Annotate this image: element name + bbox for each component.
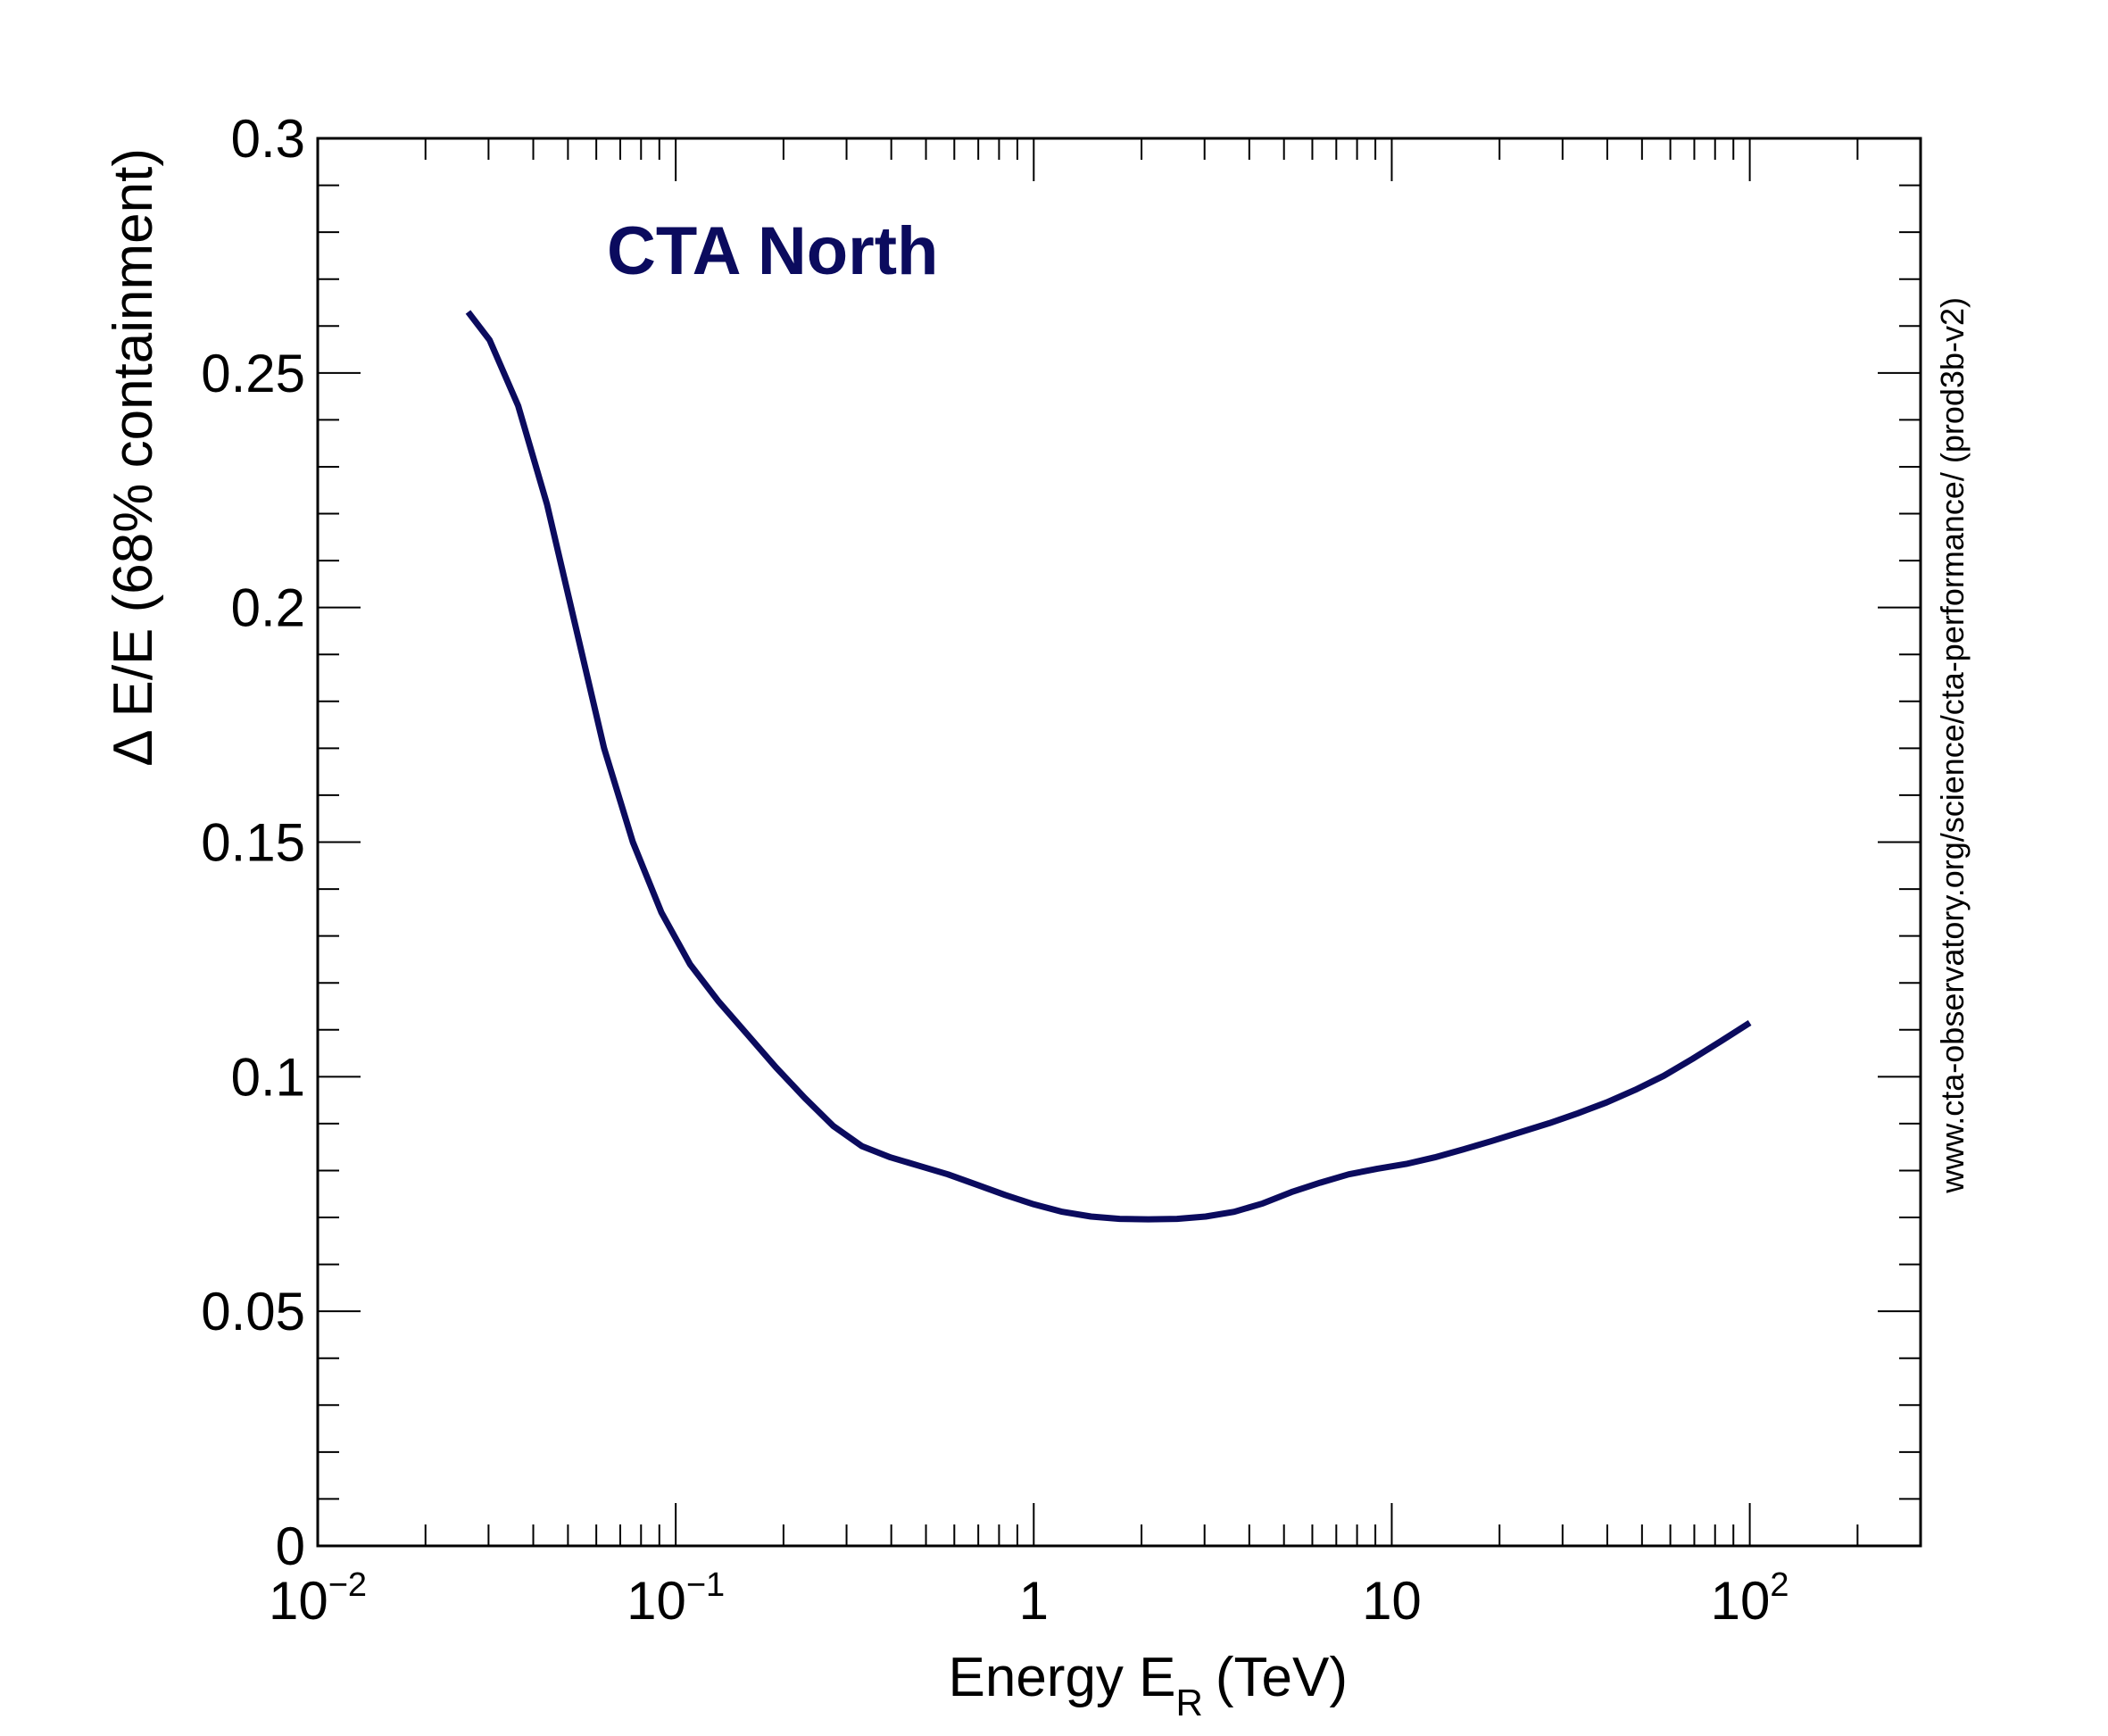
y-tick-label: 0.25 bbox=[201, 344, 305, 403]
y-tick-label: 0.2 bbox=[231, 578, 305, 638]
plot-area bbox=[465, 310, 1752, 1223]
chart-title: CTA North bbox=[607, 213, 938, 289]
axis-ticks bbox=[317, 137, 1921, 1547]
source-annotation: www.cta-observatory.org/science/cta-perf… bbox=[1934, 297, 1971, 1194]
resolution-curve bbox=[465, 310, 1752, 1223]
y-tick-label: 0.1 bbox=[231, 1047, 305, 1107]
y-tick-label: 0 bbox=[276, 1516, 305, 1576]
x-axis-title-unit: (TeV) bbox=[1216, 1647, 1348, 1708]
y-tick-label: 0.05 bbox=[201, 1282, 305, 1341]
y-axis-title: Δ E/E (68% containment) bbox=[103, 148, 164, 767]
x-tick-label: 102 bbox=[1711, 1566, 1789, 1631]
x-axis-title-subscript: R bbox=[1176, 1682, 1203, 1724]
x-tick-label: 10 bbox=[1362, 1571, 1422, 1631]
y-tick-label: 0.15 bbox=[201, 813, 305, 873]
x-axis-title: Energy ER (TeV) bbox=[948, 1647, 1348, 1724]
axis-tick-labels: 0 0.05 0.1 0.15 0.2 0.25 0.3 10−2 10−1 1 10 102 bbox=[201, 109, 1788, 1631]
x-tick-label: 10−1 bbox=[627, 1566, 725, 1631]
x-axis-title-main: Energy E bbox=[948, 1647, 1175, 1708]
plot-frame bbox=[316, 137, 1922, 1548]
x-tick-label: 1 bbox=[1019, 1571, 1049, 1631]
x-tick-label: 10−2 bbox=[269, 1566, 367, 1631]
y-tick-label: 0.3 bbox=[231, 109, 305, 169]
